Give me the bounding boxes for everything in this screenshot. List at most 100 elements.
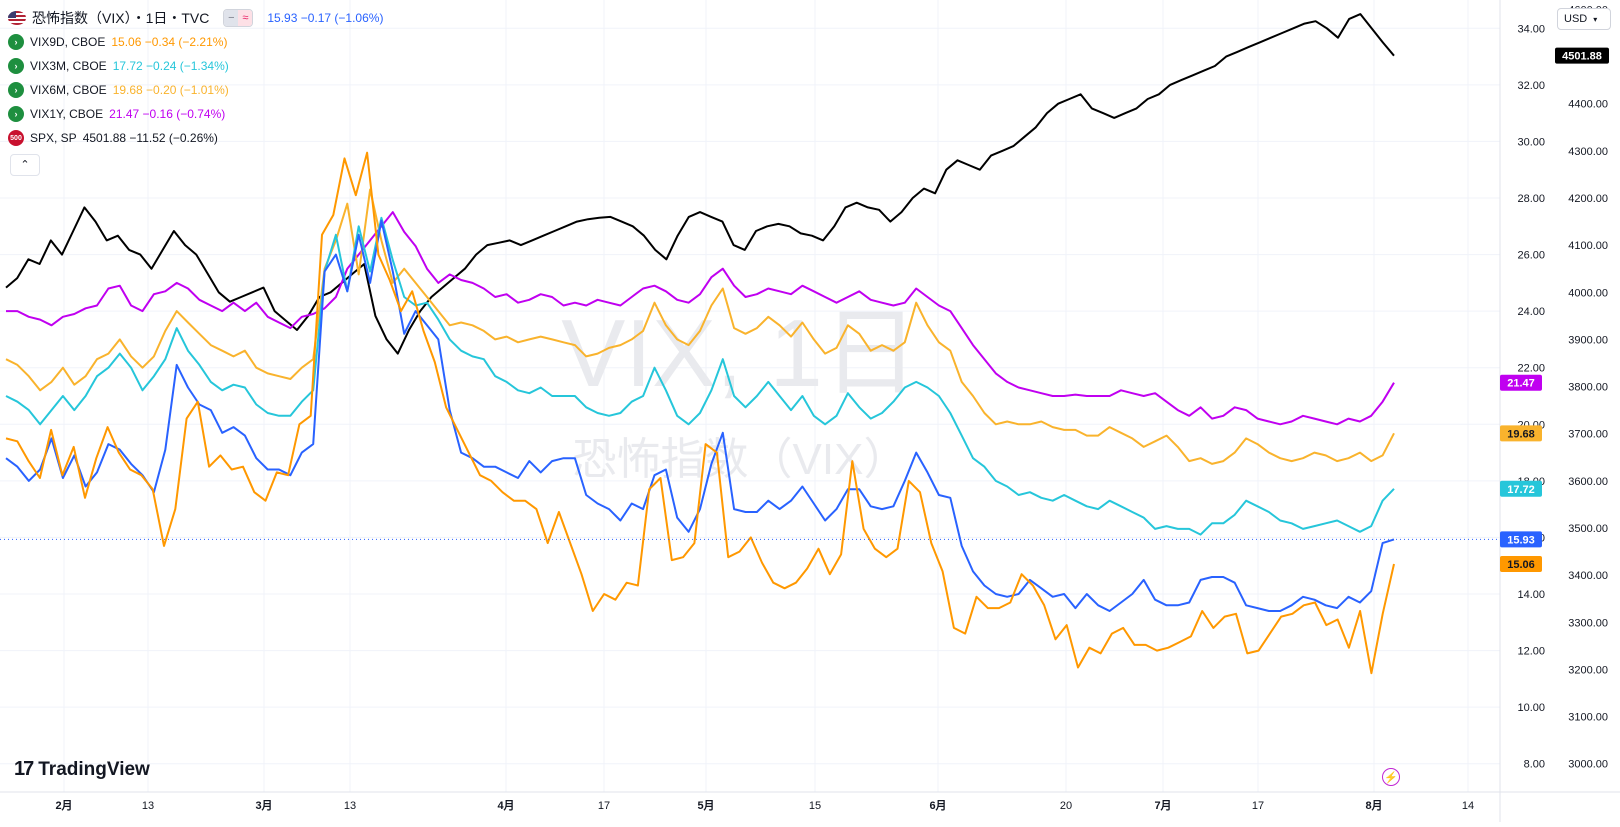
price-label-spx: 4501.88 (1562, 51, 1602, 63)
legend-values: 4501.88 −11.52 (−0.26%) (82, 130, 218, 145)
time-axis-tick-label: 6月 (929, 799, 946, 812)
spx-500-badge-icon: 500 (8, 130, 24, 146)
right-axis-tick-label: 4100.00 (1568, 240, 1608, 252)
series-line-vix6m (5, 188, 1395, 465)
right-axis-tick-label: 3600.00 (1568, 476, 1608, 488)
right-axis-tick-label: 3300.00 (1568, 617, 1608, 629)
minus-icon[interactable]: − (224, 10, 239, 26)
series-line-spx (5, 13, 1395, 355)
watermark-line2: 恐怖指数（VIX） (573, 435, 908, 484)
time-axis-tick-label: 3月 (255, 799, 272, 812)
price-label-bg-vix9d (1500, 556, 1542, 573)
left-axis-tick-label: 22.00 (1517, 363, 1545, 375)
currency-label: USD (1564, 13, 1588, 25)
time-axis-tick-label: 17 (598, 800, 610, 812)
legend-label: SPX, SP (30, 130, 77, 145)
currency-select[interactable]: USD ▾ (1557, 8, 1611, 30)
price-label-vix3m: 17.72 (1507, 484, 1535, 496)
time-axis-tick-label: 4月 (497, 799, 514, 812)
arrow-badge-icon: › (8, 58, 24, 74)
time-axis-tick-label: 14 (1462, 800, 1474, 812)
legend-values: 15.06 −0.34 (−2.21%) (111, 34, 228, 49)
legend-main-row: 恐怖指数（VIX）・1日・TVC − ≈ 15.93 −0.17 (−1.06%… (8, 6, 383, 30)
right-axis-tick-label: 4400.00 (1568, 99, 1608, 111)
left-axis-tick-label: 32.00 (1517, 80, 1545, 92)
legend-values: 21.47 −0.16 (−0.74%) (109, 106, 226, 121)
series-line-vix9d (5, 151, 1395, 675)
legend-row-vix1y[interactable]: › VIX1Y, CBOE 21.47 −0.16 (−0.74%) (8, 102, 383, 126)
right-axis-tick-label: 4200.00 (1568, 193, 1608, 205)
right-axis-tick-label: 3100.00 (1568, 712, 1608, 724)
right-axis-tick-label: 3500.00 (1568, 523, 1608, 535)
right-axis-tick-label: 3900.00 (1568, 334, 1608, 346)
left-axis-tick-label: 34.00 (1517, 23, 1545, 35)
price-label-bg-vix (1500, 531, 1542, 548)
brand-name: TradingView (38, 758, 150, 780)
time-axis-tick-label: 15 (809, 800, 821, 812)
legend: 恐怖指数（VIX）・1日・TVC − ≈ 15.93 −0.17 (−1.06%… (8, 6, 383, 176)
arrow-badge-icon: › (8, 82, 24, 98)
legend-label: VIX3M, CBOE (30, 58, 107, 73)
price-label-bg-vix1y (1500, 374, 1542, 391)
left-axis-tick-label: 30.00 (1517, 136, 1545, 148)
time-axis-ticks: 2月 13 3月 13 4月 17 5月 15 6月 20 7月 17 8月 14 (55, 799, 1474, 812)
price-label-vix: 15.93 (1507, 534, 1535, 546)
tradingview-logo[interactable]: 17 TradingView (14, 758, 150, 781)
right-axis-tick-label: 3400.00 (1568, 570, 1608, 582)
legend-row-vix9d[interactable]: › VIX9D, CBOE 15.06 −0.34 (−2.21%) (8, 30, 383, 54)
time-axis-tick-label: 7月 (1154, 799, 1171, 812)
time-axis-tick-label: 2月 (55, 799, 72, 812)
series-line-vix3m (5, 216, 1395, 536)
time-axis-tick-label: 13 (142, 800, 154, 812)
watermark-line1: VIX, 1日 (561, 300, 918, 407)
price-label-bg-vix3m (1500, 480, 1542, 497)
time-axis-tick-label: 20 (1060, 800, 1072, 812)
tradingview-mark-icon: 17 (14, 758, 34, 780)
price-label-bg-spx (1555, 47, 1609, 64)
price-labels: 4501.88 21.47 19.68 17.72 15.93 15.06 (1500, 47, 1609, 573)
left-axis-tick-label: 26.00 (1517, 250, 1545, 262)
left-axis-tick-label: 12.00 (1517, 646, 1545, 658)
right-axis-tick-label: 4000.00 (1568, 287, 1608, 299)
right-axis-tick-label: 3000.00 (1568, 759, 1608, 771)
legend-label: VIX9D, CBOE (30, 34, 106, 49)
vix-values: 15.93 −0.17 (−1.06%) (267, 10, 384, 25)
wave-icon[interactable]: ≈ (238, 10, 253, 26)
left-axis-tick-label: 24.00 (1517, 306, 1545, 318)
left-axis-tick-label: 28.00 (1517, 193, 1545, 205)
compare-toggle[interactable]: − ≈ (223, 9, 254, 27)
right-axis-tick-label: 4300.00 (1568, 146, 1608, 158)
right-axis-tick-label: 3700.00 (1568, 429, 1608, 441)
time-axis-tick-label: 17 (1252, 800, 1264, 812)
legend-label: VIX6M, CBOE (30, 82, 107, 97)
legend-values: 19.68 −0.20 (−1.01%) (112, 82, 229, 97)
price-label-vix1y: 21.47 (1507, 378, 1535, 390)
left-axis-tick-label: 8.00 (1524, 759, 1545, 771)
symbol-title[interactable]: 恐怖指数（VIX）・1日・TVC (32, 9, 210, 26)
time-axis-tick-label: 5月 (697, 799, 714, 812)
legend-values: 17.72 −0.24 (−1.34%) (112, 58, 229, 73)
price-label-vix9d: 15.06 (1507, 559, 1535, 571)
collapse-legend-button[interactable]: ⌃ (10, 154, 40, 176)
legend-row-spx[interactable]: 500 SPX, SP 4501.88 −11.52 (−0.26%) (8, 126, 383, 150)
arrow-badge-icon: › (8, 34, 24, 50)
lightning-icon[interactable]: ⚡ (1382, 768, 1400, 786)
price-label-vix6m: 19.68 (1507, 428, 1535, 440)
left-axis-tick-label: 10.00 (1517, 702, 1545, 714)
chevron-down-icon: ▾ (1593, 14, 1598, 24)
legend-row-vix3m[interactable]: › VIX3M, CBOE 17.72 −0.24 (−1.34%) (8, 54, 383, 78)
us-flag-icon (8, 11, 26, 25)
time-axis-tick-label: 8月 (1365, 799, 1382, 812)
right-axis-tick-label: 3200.00 (1568, 664, 1608, 676)
right-axis-tick-label: 3800.00 (1568, 382, 1608, 394)
arrow-badge-icon: › (8, 106, 24, 122)
price-label-bg-vix6m (1500, 425, 1542, 442)
legend-label: VIX1Y, CBOE (30, 106, 104, 121)
series-lines (5, 13, 1395, 675)
left-axis-tick-label: 14.00 (1517, 589, 1545, 601)
chart-watermark: VIX, 1日 恐怖指数（VIX） (561, 300, 918, 484)
legend-row-vix6m[interactable]: › VIX6M, CBOE 19.68 −0.20 (−1.01%) (8, 78, 383, 102)
series-line-vix1y (6, 211, 1395, 426)
